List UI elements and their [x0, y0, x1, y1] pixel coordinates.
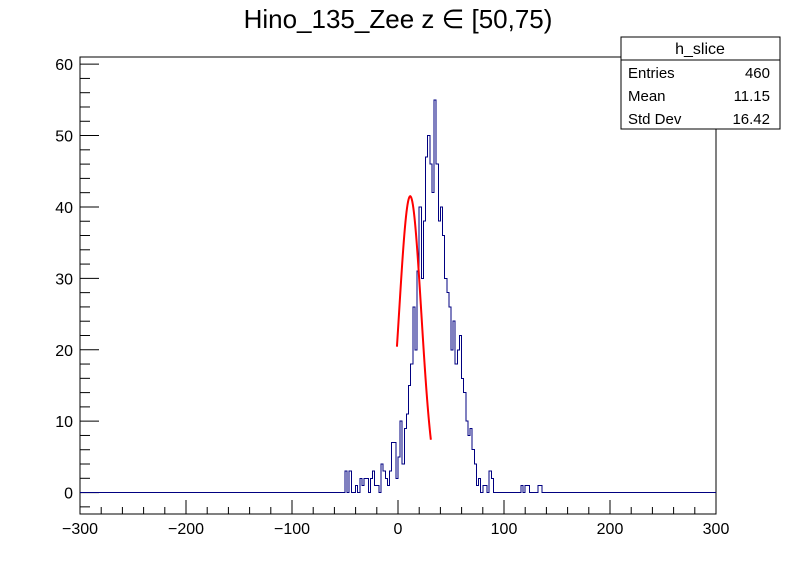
y-tick-label: 50	[55, 129, 73, 146]
y-tick-label: 60	[55, 57, 73, 74]
stats-box-frame	[620, 36, 781, 130]
stats-entries-value: 460	[745, 65, 770, 82]
stats-mean-label: Mean	[628, 88, 666, 105]
stats-stddev-value: 16.42	[732, 111, 770, 128]
x-tick-label: −300	[62, 521, 98, 538]
stats-box-title: h_slice	[675, 41, 725, 58]
chart-title: Hino_135_Zee z ∈ [50,75)	[244, 4, 553, 34]
x-tick-label: 0	[394, 521, 403, 538]
y-tick-label: 10	[55, 414, 73, 431]
histogram-step-line	[80, 99, 716, 494]
gaussian-fit-curve	[395, 195, 432, 440]
y-tick-label: 20	[55, 343, 73, 360]
y-tick-label: 30	[55, 271, 73, 288]
fit-curve-series	[395, 195, 432, 440]
x-tick-label: 100	[491, 521, 518, 538]
x-tick-label: −100	[274, 521, 310, 538]
x-tick-label: 200	[597, 521, 624, 538]
stats-box: h_slice Entries 460 Mean 11.15 Std Dev 1…	[620, 36, 781, 130]
x-tick-label: −200	[168, 521, 204, 538]
histogram-series	[80, 99, 716, 494]
y-tick-label: 40	[55, 200, 73, 217]
axis-ticks: −300 −200 −100 0 100 200 300 0 10 20 30 40 50 60	[55, 57, 729, 538]
stats-stddev-label: Std Dev	[628, 111, 682, 128]
stats-entries-label: Entries	[628, 65, 675, 82]
stats-mean-value: 11.15	[734, 88, 770, 105]
x-tick-label: 300	[703, 521, 730, 538]
y-tick-label: 0	[64, 486, 73, 503]
